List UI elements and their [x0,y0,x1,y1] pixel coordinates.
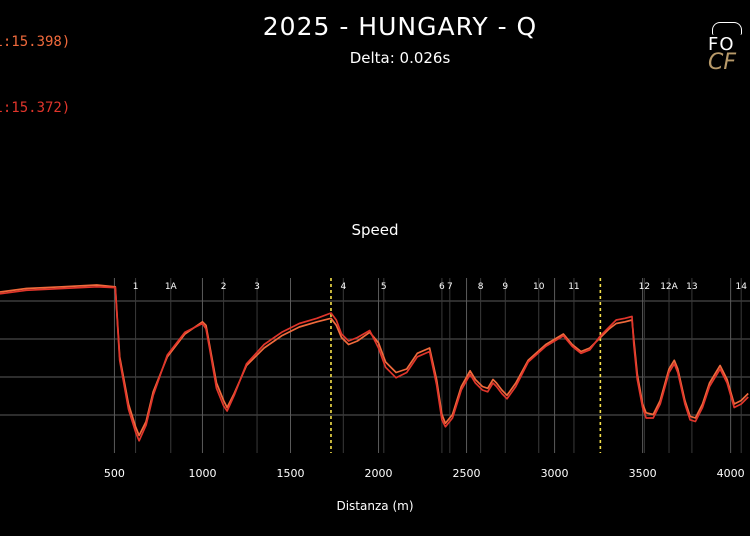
corner-label: 4 [340,282,346,292]
x-axis-label: Distanza (m) [336,499,414,513]
x-tick-label: 3000 [541,467,569,480]
corner-label: 11 [568,282,579,292]
corner-label: 12A [660,282,678,292]
x-tick-label: 2000 [365,467,393,480]
logo-text-bottom: CF [708,50,737,75]
corner-label: 10 [533,282,545,292]
chart-title: 2025 - HUNGARY - Q [262,12,538,41]
corner-label: 1 [133,282,139,292]
x-tick-label: 4000 [717,467,745,480]
logo-text-top: FO [708,34,735,55]
x-tick-labels: 500 1000 1500 2000 2500 3000 3500 4000 [104,467,745,480]
corner-label: 5 [381,282,387,292]
corner-labels: 1 1A 2 3 4 5 6 7 8 9 10 11 12 12A 13 14 [133,282,748,292]
x-tick-label: 3500 [629,467,657,480]
corner-label: 6 [439,282,445,292]
speed-series-line-2 [0,285,749,442]
car-icon [712,22,742,35]
corner-label: 9 [502,282,508,292]
x-tick-label: 2500 [453,467,481,480]
corner-label: 3 [254,282,260,292]
x-tick-label: 1500 [276,467,304,480]
speed-series-line-1 [0,284,749,437]
x-tick-label: 500 [104,467,125,480]
x-tick-label: 1000 [188,467,216,480]
delta-label: Delta: 0.026s [349,49,451,67]
lap-time-b: 01:15.372) [0,100,71,116]
corner-label: 12 [639,282,650,292]
grid-layer [0,278,750,453]
corner-label: 1A [165,282,178,292]
logo: FO CF [708,22,750,75]
lap-time-a: 01:15.398) [0,34,71,50]
corner-label: 2 [221,282,227,292]
corner-label: 13 [686,282,697,292]
series-layer [0,284,749,442]
plot-title: Speed [351,221,399,239]
corner-label: 8 [478,282,484,292]
corner-label: 14 [735,282,747,292]
corner-label: 7 [447,282,453,292]
